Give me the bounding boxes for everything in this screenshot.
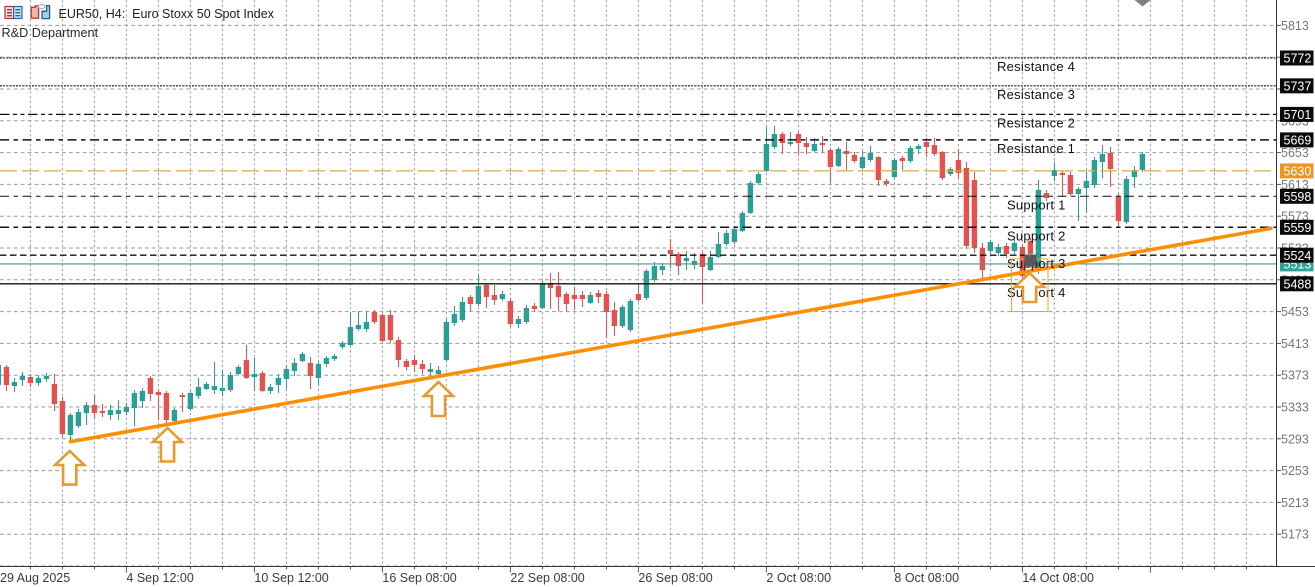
svg-text:16 Sep 08:00: 16 Sep 08:00 — [382, 571, 456, 585]
svg-text:5373: 5373 — [1281, 369, 1309, 383]
svg-text:5598: 5598 — [1284, 190, 1312, 204]
svg-text:5453: 5453 — [1281, 305, 1309, 319]
svg-text:5613: 5613 — [1281, 178, 1309, 192]
svg-text:5413: 5413 — [1281, 337, 1309, 351]
svg-text:14 Oct 08:00: 14 Oct 08:00 — [1022, 571, 1094, 585]
svg-text:Resistance 4: Resistance 4 — [997, 59, 1075, 74]
svg-text:5737: 5737 — [1284, 80, 1312, 94]
svg-text:5701: 5701 — [1284, 108, 1312, 122]
svg-text:EUR50, H4: Euro Stoxx 50 Spot: EUR50, H4: Euro Stoxx 50 Spot Index — [59, 7, 275, 21]
svg-text:5333: 5333 — [1281, 401, 1309, 415]
svg-text:Resistance 2: Resistance 2 — [997, 115, 1075, 130]
svg-text:26 Sep 08:00: 26 Sep 08:00 — [638, 571, 712, 585]
svg-text:4 Sep 12:00: 4 Sep 12:00 — [126, 571, 193, 585]
svg-text:5293: 5293 — [1281, 432, 1309, 446]
svg-text:5630: 5630 — [1284, 165, 1312, 179]
svg-text:22 Sep 08:00: 22 Sep 08:00 — [510, 571, 584, 585]
svg-text:5559: 5559 — [1284, 221, 1312, 235]
svg-text:5669: 5669 — [1284, 134, 1312, 148]
svg-text:8 Oct 08:00: 8 Oct 08:00 — [894, 571, 959, 585]
svg-text:5488: 5488 — [1284, 278, 1312, 292]
svg-text:10 Sep 12:00: 10 Sep 12:00 — [254, 571, 328, 585]
svg-text:Resistance 1: Resistance 1 — [997, 141, 1075, 156]
svg-text:5213: 5213 — [1281, 496, 1309, 510]
svg-text:5524: 5524 — [1284, 249, 1312, 263]
svg-text:Resistance 3: Resistance 3 — [997, 87, 1075, 102]
svg-text:5653: 5653 — [1281, 146, 1309, 160]
svg-text:29 Aug 2025: 29 Aug 2025 — [0, 571, 70, 585]
svg-text:5813: 5813 — [1281, 19, 1309, 33]
svg-text:Support 2: Support 2 — [1007, 228, 1066, 243]
svg-text:5253: 5253 — [1281, 464, 1309, 478]
svg-text:5173: 5173 — [1281, 528, 1309, 542]
svg-text:Support 1: Support 1 — [1007, 197, 1066, 212]
svg-text:R&D Department: R&D Department — [2, 26, 99, 40]
svg-text:2 Oct 08:00: 2 Oct 08:00 — [766, 571, 831, 585]
svg-text:5772: 5772 — [1284, 52, 1312, 66]
